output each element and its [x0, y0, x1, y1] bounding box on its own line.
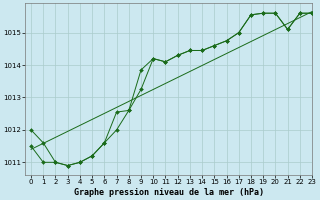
X-axis label: Graphe pression niveau de la mer (hPa): Graphe pression niveau de la mer (hPa) — [74, 188, 263, 197]
